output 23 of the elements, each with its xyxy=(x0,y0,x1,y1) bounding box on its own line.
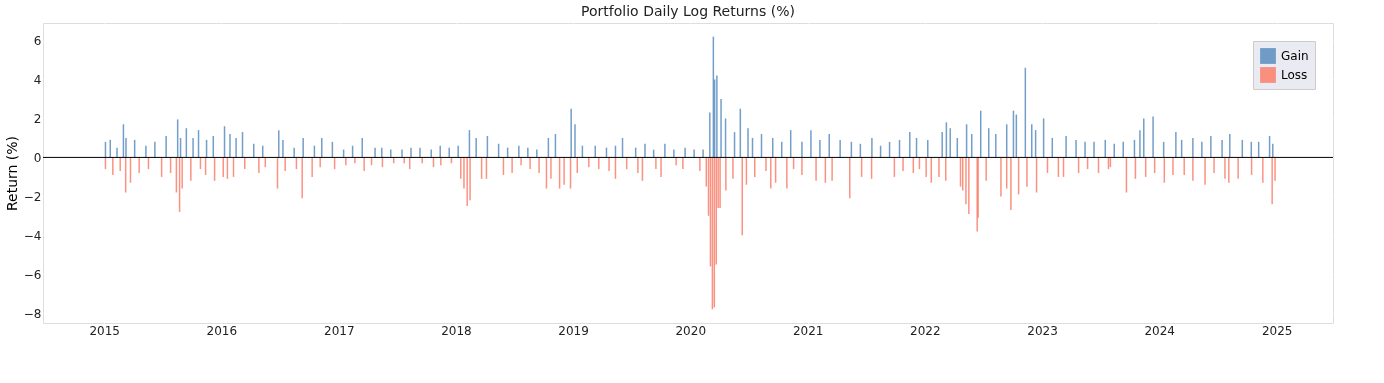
legend-label: Gain xyxy=(1281,49,1309,63)
y-tick-label: −8 xyxy=(23,306,42,321)
y-tick-label: 4 xyxy=(33,72,42,87)
x-tick-label: 2017 xyxy=(324,323,355,338)
y-tick-label: −4 xyxy=(23,228,42,243)
y-tick-label: 0 xyxy=(33,150,42,165)
x-tick-label: 2020 xyxy=(675,323,707,338)
x-tick-label: 2025 xyxy=(1261,323,1293,338)
chart-title: Portfolio Daily Log Returns (%) xyxy=(581,3,795,19)
x-tick-label: 2023 xyxy=(1027,323,1058,338)
y-tick-label: −2 xyxy=(23,189,42,204)
y-tick-label: −6 xyxy=(23,267,42,282)
x-tick-label: 2021 xyxy=(792,323,824,338)
x-tick-label: 2015 xyxy=(89,323,120,338)
x-tick-label: 2022 xyxy=(910,323,941,338)
x-tick-label: 2018 xyxy=(441,323,472,338)
x-tick-label: 2016 xyxy=(206,323,238,338)
y-tick-label: 6 xyxy=(33,34,42,49)
x-tick-label: 2024 xyxy=(1144,323,1175,338)
legend-label: Loss xyxy=(1281,68,1308,82)
y-tick-label: 2 xyxy=(33,111,42,126)
x-tick-label: 2019 xyxy=(558,323,589,338)
y-axis-title: Return (%) xyxy=(3,135,20,212)
